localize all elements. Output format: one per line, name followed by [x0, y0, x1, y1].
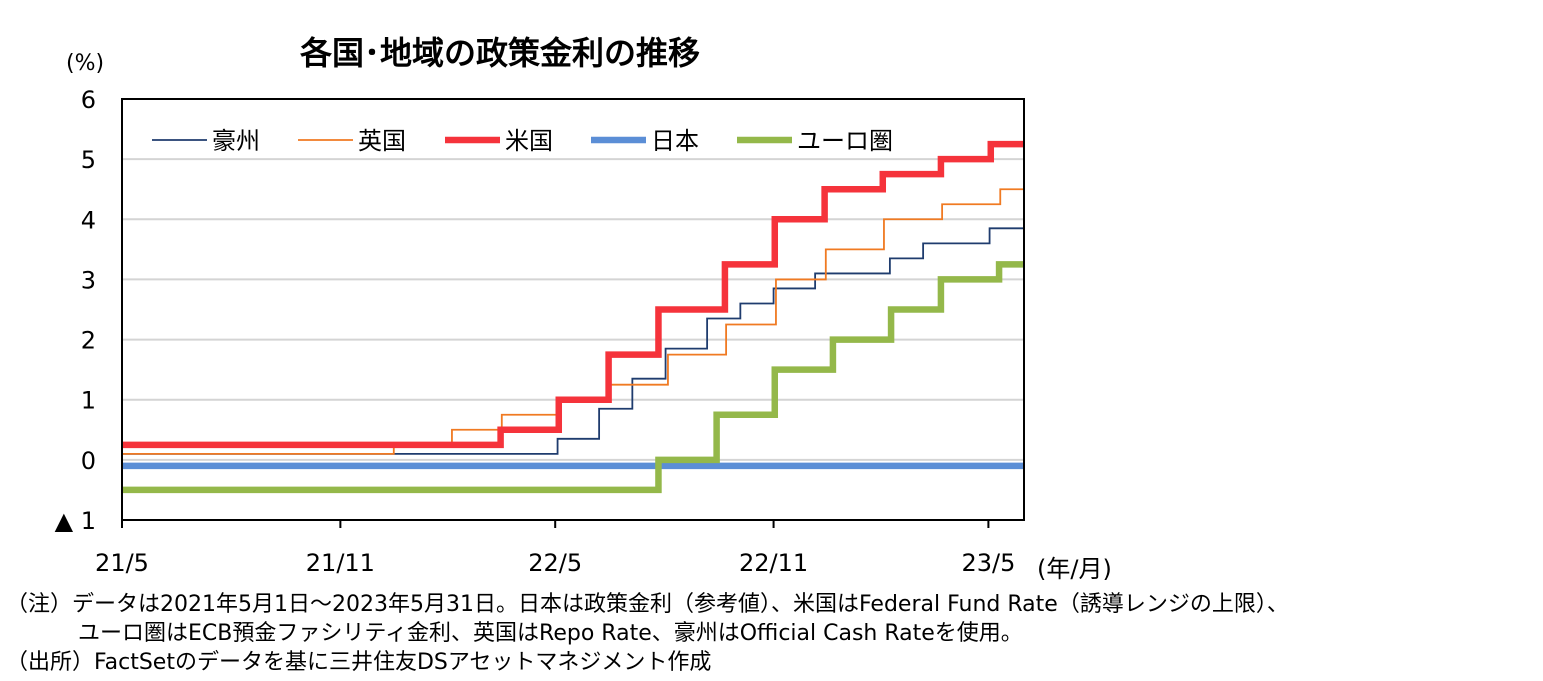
y-axis: 6 5 4 3 2 1 0 ▲ 1	[55, 86, 96, 535]
series-lines	[122, 140, 1024, 494]
legend-label: 英国	[358, 127, 406, 155]
y-tick-label: 1	[81, 387, 96, 415]
series-line-0	[122, 227, 1024, 455]
x-tick-label: 23/5	[961, 549, 1015, 577]
legend-label: 米国	[505, 127, 553, 155]
legend-label: 日本	[651, 127, 699, 155]
series-line-4	[122, 261, 1024, 494]
x-tick-label: 21/5	[95, 549, 149, 577]
y-tick-label: ▲ 1	[55, 507, 96, 535]
plot-frame	[121, 98, 1025, 521]
footnotes: （注）データは2021年5月1日～2023年5月31日。日本は政策金利（参考値）…	[6, 590, 1289, 677]
y-tick-label: 2	[81, 327, 96, 355]
legend: 豪州 英国 米国 日本 ユーロ圏	[152, 127, 893, 155]
y-tick-label: 6	[81, 86, 96, 114]
y-tick-label: 5	[81, 146, 96, 174]
y-axis-unit-label: (%)	[66, 51, 105, 76]
y-tick-label: 4	[81, 206, 96, 234]
legend-label: 豪州	[212, 127, 260, 155]
note-line-2: ユーロ圏はECB預金ファシリティ金利、英国はRepo Rate、豪州はOffic…	[78, 621, 1023, 646]
y-tick-label: 0	[81, 447, 96, 475]
y-tick-label: 3	[81, 266, 96, 294]
x-axis: 21/5 21/11 22/5 22/11 23/5	[95, 520, 1015, 577]
x-tick-label: 21/11	[306, 549, 375, 577]
x-tick-label: 22/5	[528, 549, 582, 577]
x-tick-label: 22/11	[739, 549, 808, 577]
x-axis-unit-label: (年/月)	[1037, 555, 1112, 583]
note-line-1: （注）データは2021年5月1日～2023年5月31日。日本は政策金利（参考値）…	[6, 592, 1289, 617]
series-line-1	[122, 188, 1024, 455]
legend-label: ユーロ圏	[797, 127, 893, 155]
chart-title: 各国･地域の政策金利の推移	[300, 34, 701, 72]
source-line: （出所）FactSetのデータを基に三井住友DSアセットマネジメント作成	[6, 650, 712, 675]
series-line-2	[122, 140, 1024, 449]
